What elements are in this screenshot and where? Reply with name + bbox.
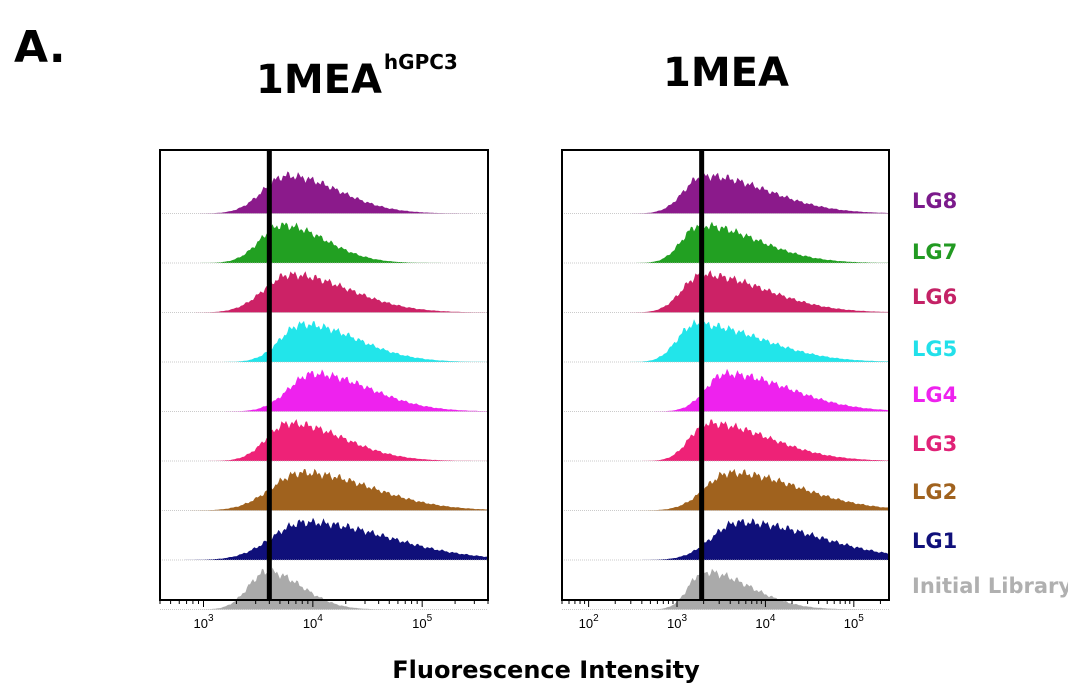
histogram-lg6	[562, 270, 889, 313]
histogram-lg5	[160, 320, 488, 362]
histogram-lg7	[562, 220, 889, 263]
histogram-lg5	[562, 319, 889, 362]
x-tick-label: 104	[755, 613, 775, 631]
legend-item-lg8: LG8	[912, 189, 958, 213]
legend-item-lg6: LG6	[912, 285, 958, 309]
plot-frame	[159, 149, 489, 601]
histogram-initial-library	[160, 567, 488, 610]
legend-item-lg5: LG5	[912, 337, 958, 361]
left-chart-title-superscript: hGPC3	[383, 50, 458, 74]
x-tick-label: 105	[412, 613, 432, 631]
left-chart-title: 1MEA hGPC3	[256, 50, 458, 103]
histogram-lg6	[160, 271, 488, 313]
histogram-lg3	[562, 419, 889, 461]
chart-panel-1: 103 104 105	[159, 149, 489, 631]
x-tick-label: 103	[667, 613, 687, 631]
legend-item-lg3: LG3	[912, 432, 958, 456]
legend-item-lg1: LG1	[912, 529, 958, 553]
histogram-lg4	[160, 369, 488, 412]
histogram-initial-library	[562, 568, 889, 610]
legend-item-lg7: LG7	[912, 240, 958, 264]
x-tick-label: 103	[193, 613, 213, 631]
histogram-lg7	[160, 222, 488, 263]
right-chart-title: 1MEA	[663, 50, 789, 96]
histogram-lg8	[562, 171, 889, 214]
chart-panel-2: 102 103 104 105	[561, 149, 890, 631]
x-tick-label: 104	[303, 613, 323, 631]
x-axis-label-text: Fluorescence Intensity	[392, 656, 700, 684]
histogram-lg1	[160, 517, 488, 560]
legend-item-initial-library: Initial Library	[912, 574, 1068, 598]
legend-item-lg4: LG4	[912, 383, 958, 407]
histogram-lg8	[160, 171, 488, 214]
histogram-lg1	[562, 518, 889, 560]
histogram-lg2	[160, 468, 488, 511]
panel-label: A.	[14, 22, 66, 73]
histogram-lg3	[160, 419, 488, 461]
legend-item-lg2: LG2	[912, 480, 958, 504]
x-tick-label: 105	[844, 613, 864, 631]
x-axis-label: Fluorescence Intensity	[0, 656, 1068, 684]
x-tick-label: 102	[579, 613, 599, 631]
left-chart-title-text: 1MEA	[256, 57, 382, 103]
histogram-lg2	[562, 468, 889, 511]
histogram-lg4	[562, 368, 889, 412]
plot-frame	[561, 149, 890, 601]
